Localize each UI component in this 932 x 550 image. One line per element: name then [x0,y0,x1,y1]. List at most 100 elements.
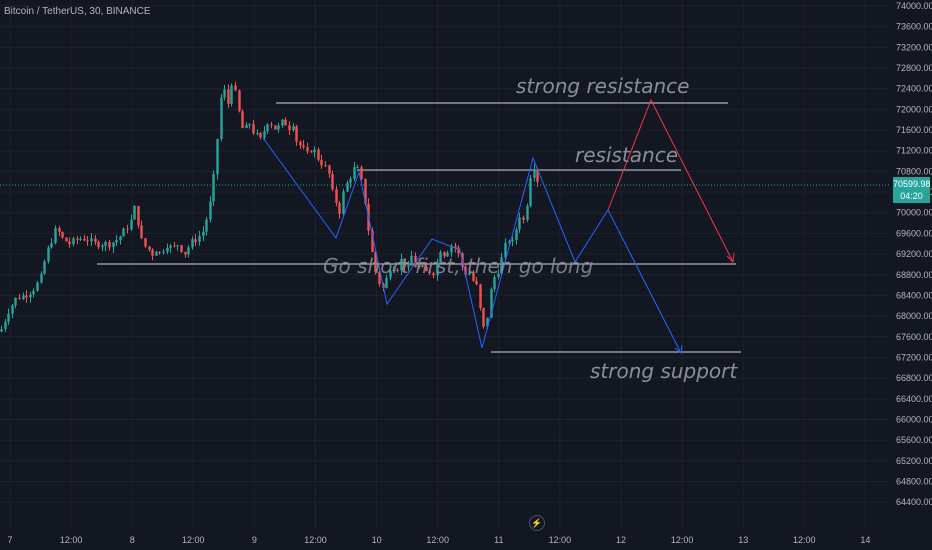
candle-body [97,241,100,248]
candle-body [317,149,320,160]
candle-body [515,229,518,241]
y-tick-label: 72400.00 [896,84,932,94]
candle-body [191,239,194,248]
candle-body [450,245,453,253]
candle-body [50,243,53,248]
y-tick-label: 67600.00 [896,332,932,342]
y-tick-label: 65200.00 [896,456,932,466]
y-tick-label: 69200.00 [896,249,932,259]
candle-body [173,245,176,247]
candle-body [14,297,17,306]
candle-body [472,272,475,281]
candle-body [482,307,485,327]
candle-body [475,280,478,285]
candle-body [18,297,21,299]
y-tick-label: 69600.00 [896,228,932,238]
candle-body [130,219,133,230]
y-tick-label: 68400.00 [896,290,932,300]
candle-body [58,228,61,232]
candle-body [518,217,521,230]
candle-body [223,89,226,98]
candle-body [220,97,223,140]
candle-body [292,126,295,131]
candle-body [162,251,165,253]
candle-body [302,145,305,148]
candle-body [497,273,500,278]
x-tick-label: 9 [252,535,257,545]
candle-body [76,238,79,240]
candle-body [493,277,496,290]
candle-body [187,247,190,255]
candle-body [349,178,352,183]
annotations: strong resistance resistance Go short fi… [323,74,738,383]
candle-body [425,266,428,272]
candle-body [40,273,43,283]
red-projection-path[interactable] [607,98,734,263]
candle-body [454,245,457,248]
candle-body [335,189,338,204]
candle-body [180,245,183,252]
annotation-strong-resistance: strong resistance [516,74,689,98]
candle-body [4,321,7,330]
candle-body [371,230,374,252]
y-tick-label: 64400.00 [896,497,932,507]
candle-body [158,251,161,253]
x-tick-label: 11 [494,535,503,545]
candle-body [256,133,259,135]
candle-body [227,89,230,104]
candle-body [324,165,327,167]
x-tick-label: 14 [860,535,870,545]
candle-body [389,270,392,278]
price-axis: 74000.00 73600.00 73200.00 72800.00 72400.00… [896,1,932,507]
candle-body [522,217,525,220]
candle-body [241,111,244,129]
price-axis-panel[interactable] [889,0,932,550]
x-tick-label: 8 [130,535,135,545]
candle-body [529,177,532,206]
candle-body [378,271,381,284]
candle-body [313,149,316,153]
candle-body [274,125,277,130]
candle-body [83,238,86,241]
candle-body [364,178,367,204]
lightning-icon[interactable]: ⚡ [529,515,545,531]
y-tick-label: 67200.00 [896,352,932,362]
candle-body [65,237,68,242]
candle-body [79,238,82,240]
time-axis-panel[interactable] [0,530,889,550]
time-axis: 7 12:00 8 12:00 9 12:00 10 12:00 11 12:00 12 12:00 1… [7,535,870,545]
candle-body [479,284,482,308]
annotation-strong-support: strong support [590,359,738,383]
y-tick-label: 73600.00 [896,22,932,32]
candle-body [428,271,431,274]
y-tick-label: 70000.00 [896,208,932,218]
candle-body [248,124,251,126]
candle-body [508,241,511,243]
candle-body [155,251,158,256]
candle-body [245,124,248,129]
candle-body [119,236,122,241]
y-tick-label: 66400.00 [896,394,932,404]
annotation-resistance: resistance [575,143,678,167]
candle-body [310,151,313,153]
y-tick-label: 65600.00 [896,435,932,445]
candle-body [526,205,529,220]
candle-body [101,245,104,248]
blue-zigzag-path[interactable] [262,137,682,354]
x-tick-label: 12:00 [549,535,572,545]
candle-body [205,219,208,232]
y-tick-label: 64800.00 [896,476,932,486]
y-tick-label: 66000.00 [896,414,932,424]
blue-arrowhead [674,344,683,354]
candle-body [198,236,201,242]
y-tick-label: 72000.00 [896,104,932,114]
candle-body [137,205,140,226]
candle-body [385,277,388,288]
candle-body [144,238,147,247]
candle-body [148,246,151,250]
y-tick-label: 71600.00 [896,125,932,135]
candle-body [0,329,3,332]
candle-body [446,252,449,257]
candle-body [209,201,212,220]
